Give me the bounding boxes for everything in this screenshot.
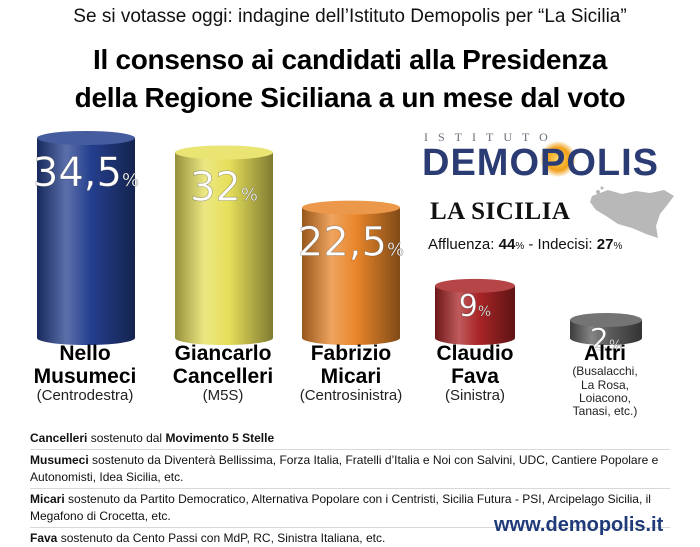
bar-2	[175, 152, 273, 338]
affluenza-value: 44	[498, 236, 516, 253]
note-text: sostenuto dal	[87, 431, 166, 445]
sicily-map-icon	[590, 186, 674, 238]
bar-value-label-2: 32%	[190, 164, 258, 210]
note-name: Musumeci	[30, 453, 89, 468]
indecisi-label: - Indecisi:	[528, 236, 593, 253]
coalition-notes: Cancelleri sostenuto dal Movimento 5 Ste…	[30, 430, 670, 547]
newspaper-logo: LA SICILIA	[430, 198, 571, 225]
bar-4	[435, 285, 515, 338]
note-text: sostenuto da	[88, 453, 165, 468]
logo-institute-text: ISTITUTO	[424, 130, 558, 144]
candidate-name-line1: Altri	[584, 342, 626, 365]
turnout-line: Affluenza: 44% - Indecisi: 27%	[428, 236, 622, 253]
logo-sun-icon	[540, 141, 576, 177]
note-name: Cancelleri	[30, 431, 88, 445]
bar-top-3	[302, 200, 400, 215]
note-parties: Cento Passi con MdP, RC, Sinistra Italia…	[132, 531, 386, 546]
candidate-label-altri: Altri (Busalacchi, La Rosa, Loiacono, Ta…	[540, 342, 670, 419]
note-text: sostenuto da	[64, 492, 141, 507]
indecisi-value: 27	[596, 236, 614, 253]
indecisi-unit: %	[613, 241, 623, 252]
bar-base-2	[175, 331, 273, 345]
candidate-name-line2: Fava	[451, 365, 499, 389]
candidate-name-line2: Musumeci	[33, 365, 137, 389]
candidate-label-cancelleri: Giancarlo Cancelleri (M5S)	[148, 342, 298, 405]
bar-base-5	[570, 331, 642, 345]
candidate-label-musumeci: Nello Musumeci (Centrodestra)	[10, 342, 160, 405]
note-text: sostenuto da	[57, 531, 133, 546]
candidate-label-fava: Claudio Fava (Sinistra)	[400, 342, 550, 405]
bar-base-4	[435, 331, 515, 345]
note-cancelleri: Cancelleri sostenuto dal Movimento 5 Ste…	[30, 430, 670, 447]
note-parties: Partito Democratico, Alternativa Popolar…	[30, 492, 651, 524]
bar-top-2	[175, 145, 273, 160]
bar-value-label-5: 2%	[590, 323, 622, 358]
bar-top-4	[435, 278, 515, 293]
candidate-name-line1: Giancarlo	[174, 342, 272, 365]
bar-value-label-1: 34,5%	[33, 150, 139, 196]
candidate-coalition-line: (Busalacchi,	[572, 364, 638, 379]
bar-value-label-3: 22,5%	[298, 220, 404, 266]
affluenza-label: Affluenza:	[428, 236, 495, 253]
candidate-coalition: (Sinistra)	[444, 387, 505, 405]
note-musumeci: Musumeci sostenuto da Diventerà Bellissi…	[30, 449, 670, 486]
candidate-name-line2: Micari	[320, 365, 382, 389]
candidate-coalition-line: Loiacono,	[578, 390, 632, 405]
bar-3	[302, 207, 400, 338]
note-name: Micari	[30, 492, 65, 507]
supertitle: Se si votasse oggi: indagine dell’Istitu…	[73, 6, 627, 27]
candidate-name-line1: Nello	[59, 342, 111, 365]
affluenza-unit: %	[515, 241, 525, 252]
candidate-name-line1: Claudio	[436, 342, 514, 365]
chart-title-line-1: Il consenso ai candidati alla Presidenza	[93, 44, 607, 75]
note-micari: Micari sostenuto da Partito Democratico,…	[30, 488, 670, 525]
bar-1	[37, 138, 135, 338]
logo-name-text: DEMOPOLIS	[422, 142, 660, 184]
candidate-label-micari: Fabrizio Micari (Centrosinistra)	[276, 342, 426, 405]
website-link[interactable]: www.demopolis.it	[494, 514, 664, 536]
note-parties: Diventerà Bellissima, Forza Italia, Frat…	[30, 453, 659, 485]
note-parties: Movimento 5 Stelle	[165, 431, 275, 445]
candidate-coalition: (Centrodestra)	[36, 387, 134, 405]
candidate-name-line1: Fabrizio	[310, 342, 392, 365]
chart-title-line-2: della Regione Siciliana a un mese dal vo…	[74, 82, 626, 113]
candidate-name-line2: Cancelleri	[172, 365, 274, 389]
candidate-coalition-line: La Rosa,	[580, 377, 630, 392]
note-fava: Fava sostenuto da Cento Passi con MdP, R…	[30, 527, 670, 547]
bar-top-5	[570, 313, 642, 327]
candidate-coalition: (M5S)	[202, 387, 244, 405]
bar-top-1	[37, 131, 135, 145]
candidate-coalition: (Centrosinistra)	[299, 387, 403, 405]
bar-base-1	[37, 331, 135, 345]
bar-base-3	[302, 331, 400, 345]
bar-value-label-4: 9%	[459, 289, 491, 324]
note-name: Fava	[30, 531, 58, 546]
candidate-coalition-line: Tanasi, etc.)	[572, 404, 638, 419]
